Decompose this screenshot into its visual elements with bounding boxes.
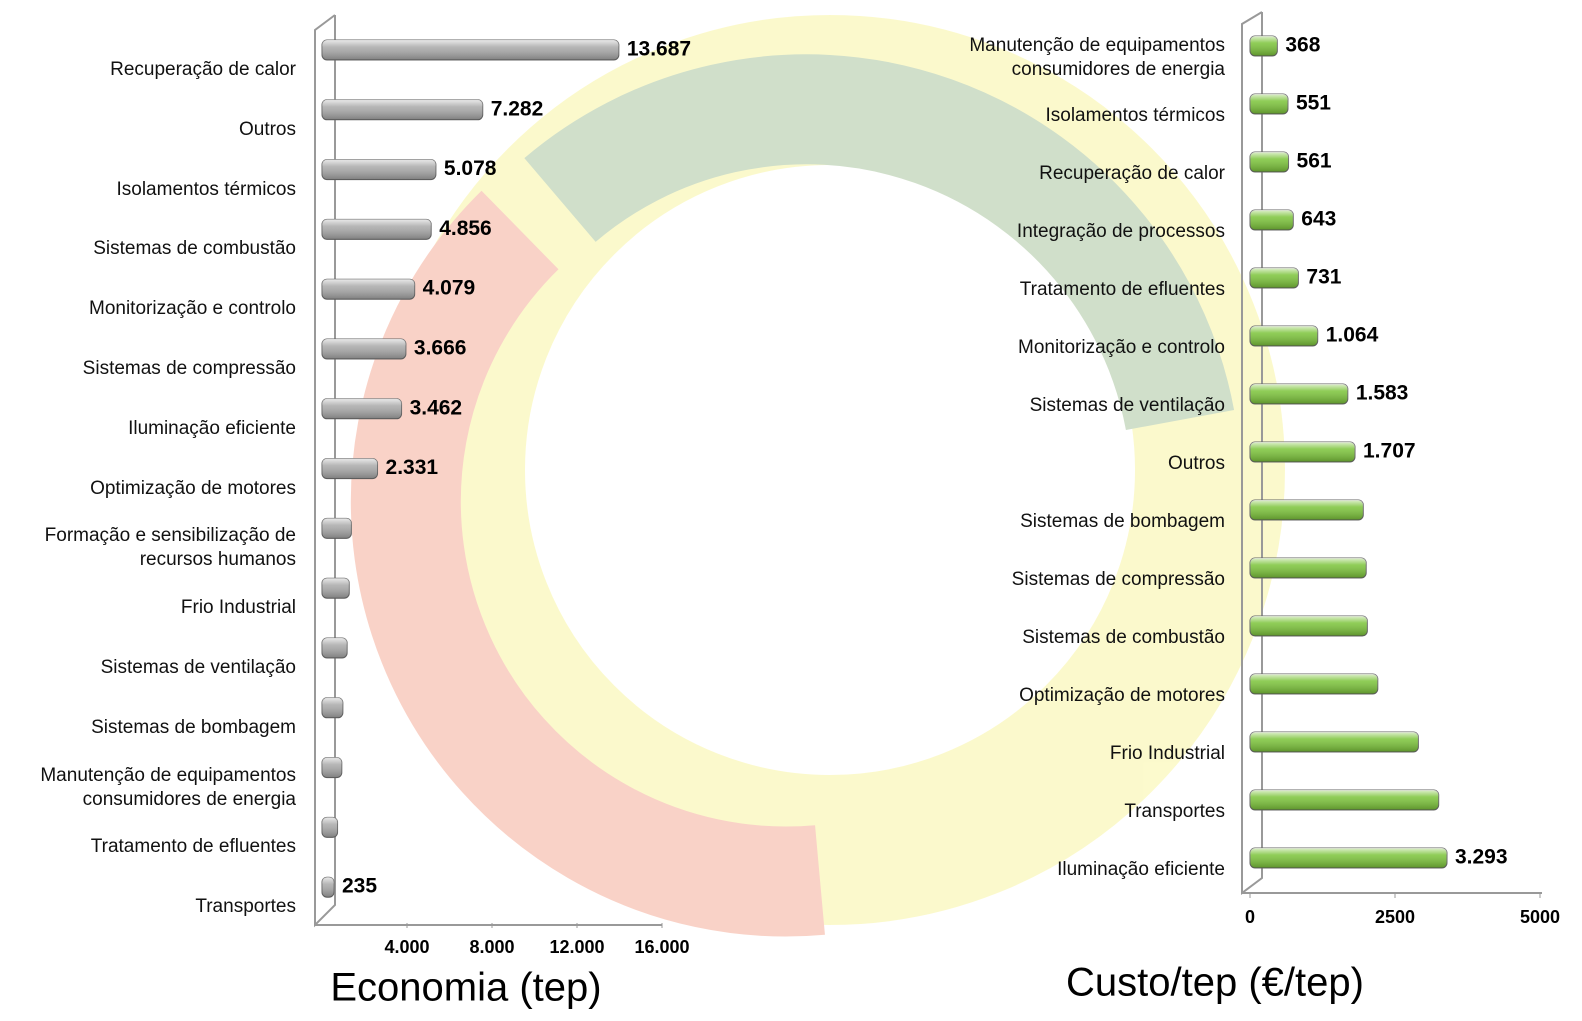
x-tick-label: 5000 xyxy=(1520,907,1560,927)
value-label: 1.707 xyxy=(1363,440,1416,463)
category-label: Integração de processos xyxy=(1016,221,1225,242)
bar-highlight xyxy=(1250,442,1356,462)
left-axis-frame xyxy=(314,14,662,928)
category-label: Sistemas de ventilação xyxy=(100,657,296,678)
bar-highlight xyxy=(1250,732,1419,752)
value-label: 235 xyxy=(342,875,377,898)
bar-highlight xyxy=(322,279,415,300)
right-axis-frame xyxy=(1241,11,1542,895)
value-label: 3.666 xyxy=(414,337,467,360)
category-label: Isolamentos térmicos xyxy=(1045,105,1225,126)
category-label: Outros xyxy=(1167,453,1225,474)
bar-highlight xyxy=(322,159,436,180)
bar-highlight xyxy=(322,458,378,479)
x-tick-label: 12.000 xyxy=(549,937,604,957)
bar-highlight xyxy=(322,877,334,898)
bar-highlight xyxy=(322,638,348,658)
category-label: Formação e sensibilização de recursos hu… xyxy=(44,525,296,571)
category-label: Tratamento de efluentes xyxy=(90,836,296,858)
value-label: 1.064 xyxy=(1326,324,1379,347)
bar-highlight xyxy=(1250,558,1367,578)
bar-highlight xyxy=(322,697,343,718)
category-label: Monitorização e controlo xyxy=(1018,337,1225,358)
bar-highlight xyxy=(322,339,406,359)
category-label: Isolamentos térmicos xyxy=(116,178,296,200)
value-label: 13.687 xyxy=(627,38,691,61)
bar-highlight xyxy=(322,757,342,778)
value-label: 2.331 xyxy=(386,456,439,479)
category-label: Manutenção de equipamentos consumidores … xyxy=(969,35,1225,80)
category-label: Optimização de motores xyxy=(1019,685,1225,706)
category-label: Optimização de motores xyxy=(90,477,296,499)
value-label: 1.583 xyxy=(1356,382,1409,405)
category-label: Frio Industrial xyxy=(1109,743,1225,764)
bar-highlight xyxy=(1250,848,1447,868)
axis-title: Economia (tep) xyxy=(330,966,601,1010)
value-label: 561 xyxy=(1297,150,1332,173)
bar-highlight xyxy=(1250,674,1378,694)
x-tick-label: 8.000 xyxy=(469,937,514,957)
bar-highlight xyxy=(322,99,483,120)
category-label: Tratamento de efluentes xyxy=(1019,279,1225,300)
category-label: Outros xyxy=(238,118,296,140)
bar-highlight xyxy=(1250,616,1368,636)
x-tick-label: 16.000 xyxy=(634,937,689,957)
x-tick-label: 4.000 xyxy=(384,937,429,957)
axis-title: Custo/tep (€/tep) xyxy=(1066,961,1364,1005)
category-label: Sistemas de compressão xyxy=(1011,569,1225,590)
category-label: Sistemas de bombagem xyxy=(1020,511,1225,532)
category-label: Sistemas de combustão xyxy=(93,238,296,260)
category-label: Transportes xyxy=(1124,801,1225,822)
bar-highlight xyxy=(1250,94,1288,114)
category-label: Sistemas de bombagem xyxy=(91,716,296,738)
bar-highlight xyxy=(322,518,352,539)
category-label: Frio Industrial xyxy=(180,597,296,619)
bar-highlight xyxy=(1250,36,1278,56)
bar-highlight xyxy=(322,578,350,599)
bar-highlight xyxy=(322,817,338,838)
bar-highlight xyxy=(322,40,619,60)
category-label: Manutenção de equipamentos consumidores … xyxy=(40,764,296,810)
bar-highlight xyxy=(322,398,402,419)
bar-highlight xyxy=(322,219,432,240)
bar-highlight xyxy=(1250,500,1364,520)
x-tick-label: 0 xyxy=(1245,907,1255,927)
bar-highlight xyxy=(1250,326,1318,346)
category-label: Sistemas de combustão xyxy=(1022,627,1225,648)
value-label: 3.293 xyxy=(1455,846,1508,869)
category-label: Recuperação de calor xyxy=(110,59,296,80)
category-label: Iluminação eficiente xyxy=(128,417,296,439)
value-label: 4.856 xyxy=(439,217,492,240)
background-ring xyxy=(350,15,1285,937)
bar-highlight xyxy=(1250,790,1439,810)
value-label: 643 xyxy=(1301,208,1336,231)
category-label: Recuperação de calor xyxy=(1039,163,1225,184)
value-label: 7.282 xyxy=(491,97,544,120)
category-label: Sistemas de compressão xyxy=(82,358,296,379)
category-label: Transportes xyxy=(195,896,296,918)
x-tick-label: 2500 xyxy=(1375,907,1415,927)
bar-highlight xyxy=(1250,268,1299,288)
value-label: 4.079 xyxy=(423,277,476,300)
bar-highlight xyxy=(1250,384,1348,404)
bar-highlight xyxy=(1250,152,1289,172)
bar-highlight xyxy=(1250,210,1294,230)
value-label: 3.462 xyxy=(410,396,463,419)
category-label: Monitorização e controlo xyxy=(89,298,296,320)
value-label: 551 xyxy=(1296,92,1331,115)
category-label: Sistemas de ventilação xyxy=(1029,395,1225,416)
category-label: Iluminação eficiente xyxy=(1057,859,1225,880)
value-label: 368 xyxy=(1285,34,1320,57)
value-label: 5.078 xyxy=(444,157,497,180)
value-label: 731 xyxy=(1306,266,1341,289)
